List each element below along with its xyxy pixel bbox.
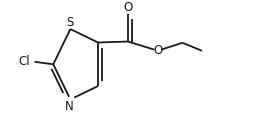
Text: S: S [67, 16, 74, 29]
Text: N: N [65, 100, 73, 113]
Text: Cl: Cl [18, 55, 30, 68]
Text: O: O [123, 1, 133, 14]
Text: O: O [153, 44, 162, 57]
